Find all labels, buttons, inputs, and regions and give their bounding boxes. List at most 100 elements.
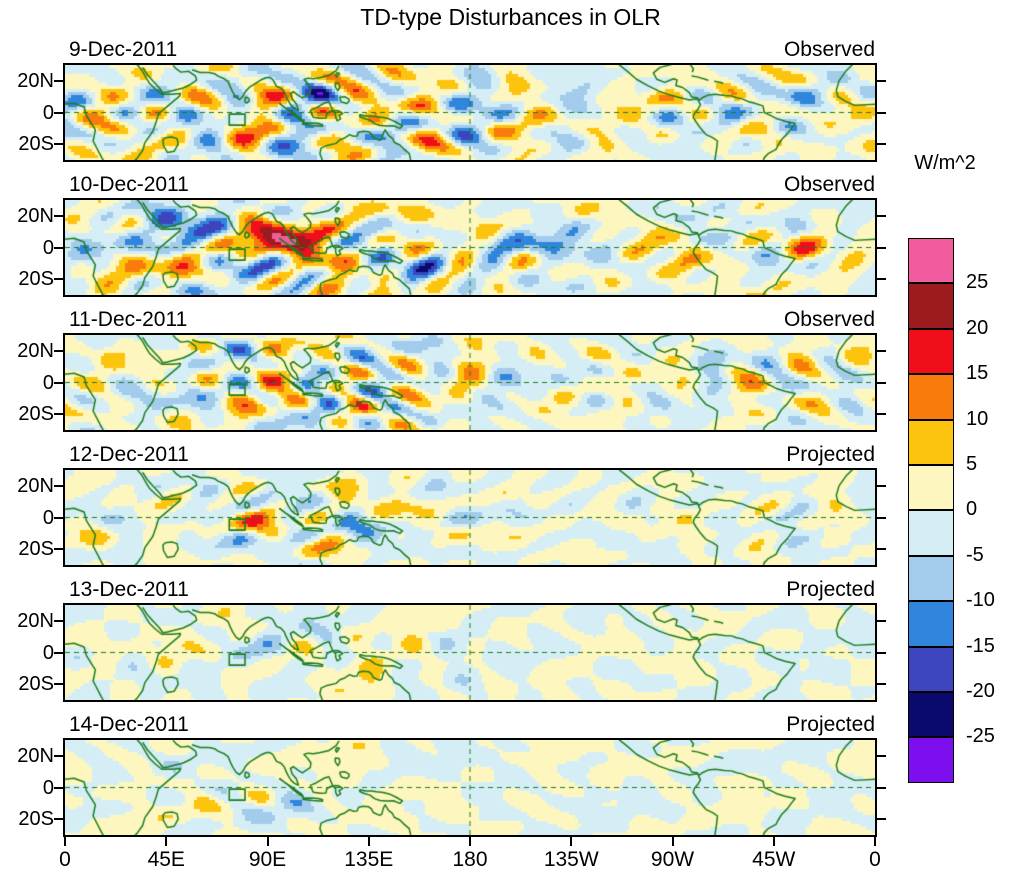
y-tick-mark — [54, 381, 63, 384]
colorbar-segment — [908, 737, 954, 783]
y-tick-mark — [54, 651, 63, 654]
y-tick-mark — [877, 619, 886, 622]
y-tick-mark — [877, 79, 886, 82]
colorbar-segment — [908, 283, 954, 329]
y-tick-label: 0 — [42, 776, 54, 799]
y-tick-mark — [877, 651, 886, 654]
colorbar-tick-label: -25 — [966, 725, 995, 748]
colorbar-segment — [908, 328, 954, 375]
y-tick-mark — [54, 548, 63, 551]
y-tick-label: 0 — [42, 101, 54, 124]
y-tick-mark — [54, 79, 63, 82]
colorbar-tick-label: 5 — [966, 453, 978, 475]
y-tick-mark — [54, 246, 63, 249]
panel-type-label: Projected — [786, 713, 875, 736]
colorbar-segment — [908, 465, 954, 511]
y-tick-label: 20S — [18, 403, 54, 426]
y-tick-label: 20N — [17, 204, 54, 227]
colorbar-tick-label: -20 — [966, 680, 995, 702]
y-tick-mark — [54, 516, 63, 519]
panel-type-label: Observed — [783, 308, 875, 331]
y-tick-mark — [54, 619, 63, 622]
x-tick-mark — [570, 837, 573, 846]
y-tick-label: 0 — [42, 371, 54, 394]
colorbar-segment — [908, 555, 954, 602]
y-tick-label: 20S — [18, 808, 54, 831]
x-tick-mark — [772, 837, 775, 846]
panel-date-label: 11-Dec-2011 — [69, 308, 188, 331]
y-tick-mark — [877, 548, 886, 551]
map-panel-canvas — [65, 335, 875, 430]
x-tick-mark — [266, 837, 269, 846]
y-tick-mark — [877, 786, 886, 789]
panel-date-label: 10-Dec-2011 — [69, 173, 189, 196]
y-tick-mark — [54, 484, 63, 487]
y-tick-mark — [54, 278, 63, 281]
x-tick-label: 0 — [869, 848, 881, 871]
colorbar-segment — [908, 238, 954, 284]
colorbar-segment — [908, 601, 954, 647]
y-tick-mark — [877, 381, 886, 384]
colorbar-tick-label: 20 — [966, 316, 989, 339]
y-tick-mark — [877, 516, 886, 519]
colorbar-tick-label: 0 — [966, 498, 978, 521]
map-panel-canvas — [65, 470, 875, 565]
panel-type-label: Observed — [783, 173, 875, 196]
panel-date-label: 14-Dec-2011 — [69, 713, 189, 736]
colorbar-tick-label: -15 — [966, 634, 995, 657]
y-tick-mark — [877, 278, 886, 281]
x-tick-label: 0 — [59, 848, 71, 871]
colorbar-tick-label: 25 — [966, 271, 989, 294]
map-panel-canvas — [65, 65, 875, 160]
panel-date-label: 13-Dec-2011 — [69, 578, 189, 601]
figure-title: TD-type Disturbances in OLR — [360, 4, 661, 30]
colorbar-tick-label: 15 — [966, 362, 989, 385]
y-tick-label: 20N — [17, 609, 54, 632]
x-tick-label: 45W — [752, 848, 796, 871]
colorbar-segment — [908, 646, 954, 692]
y-tick-mark — [877, 246, 886, 249]
colorbar-segment — [908, 692, 954, 738]
panel-date-label: 12-Dec-2011 — [69, 443, 189, 466]
y-tick-label: 20N — [17, 474, 54, 497]
y-tick-mark — [54, 111, 63, 114]
y-tick-mark — [877, 683, 886, 686]
y-tick-mark — [54, 754, 63, 757]
x-tick-mark — [469, 837, 471, 846]
colorbar-units-label: W/m^2 — [914, 152, 976, 174]
y-tick-mark — [877, 143, 886, 146]
y-tick-label: 20N — [17, 744, 54, 767]
y-tick-mark — [877, 818, 886, 821]
y-tick-mark — [877, 484, 886, 487]
panel-type-label: Projected — [786, 443, 875, 466]
colorbar-tick-label: 10 — [966, 407, 989, 430]
y-tick-mark — [54, 683, 63, 686]
x-tick-mark — [874, 837, 876, 846]
y-tick-label: 20S — [18, 268, 54, 291]
y-tick-mark — [877, 214, 886, 217]
x-tick-label: 45E — [147, 848, 185, 871]
y-tick-mark — [54, 214, 63, 217]
x-tick-label: 180 — [452, 848, 488, 871]
y-tick-label: 20N — [17, 69, 54, 92]
x-tick-label: 135E — [344, 848, 394, 871]
colorbar-segment — [908, 419, 954, 465]
y-tick-label: 0 — [42, 506, 54, 529]
x-tick-label: 90W — [650, 848, 695, 871]
map-panel-canvas — [65, 605, 875, 700]
y-tick-label: 0 — [42, 641, 54, 664]
y-tick-label: 20S — [18, 538, 54, 561]
x-tick-label: 135W — [543, 848, 599, 871]
colorbar-tick-label: -10 — [966, 589, 995, 612]
y-tick-mark — [54, 818, 63, 821]
panel-type-label: Observed — [783, 38, 875, 61]
x-tick-mark — [165, 837, 168, 846]
y-tick-label: 20S — [18, 133, 54, 156]
y-tick-mark — [877, 349, 886, 352]
colorbar-segment — [908, 374, 954, 420]
x-tick-label: 90E — [248, 848, 287, 871]
y-tick-mark — [54, 143, 63, 146]
colorbar-segment — [908, 510, 954, 556]
panel-date-label: 9-Dec-2011 — [69, 38, 178, 61]
